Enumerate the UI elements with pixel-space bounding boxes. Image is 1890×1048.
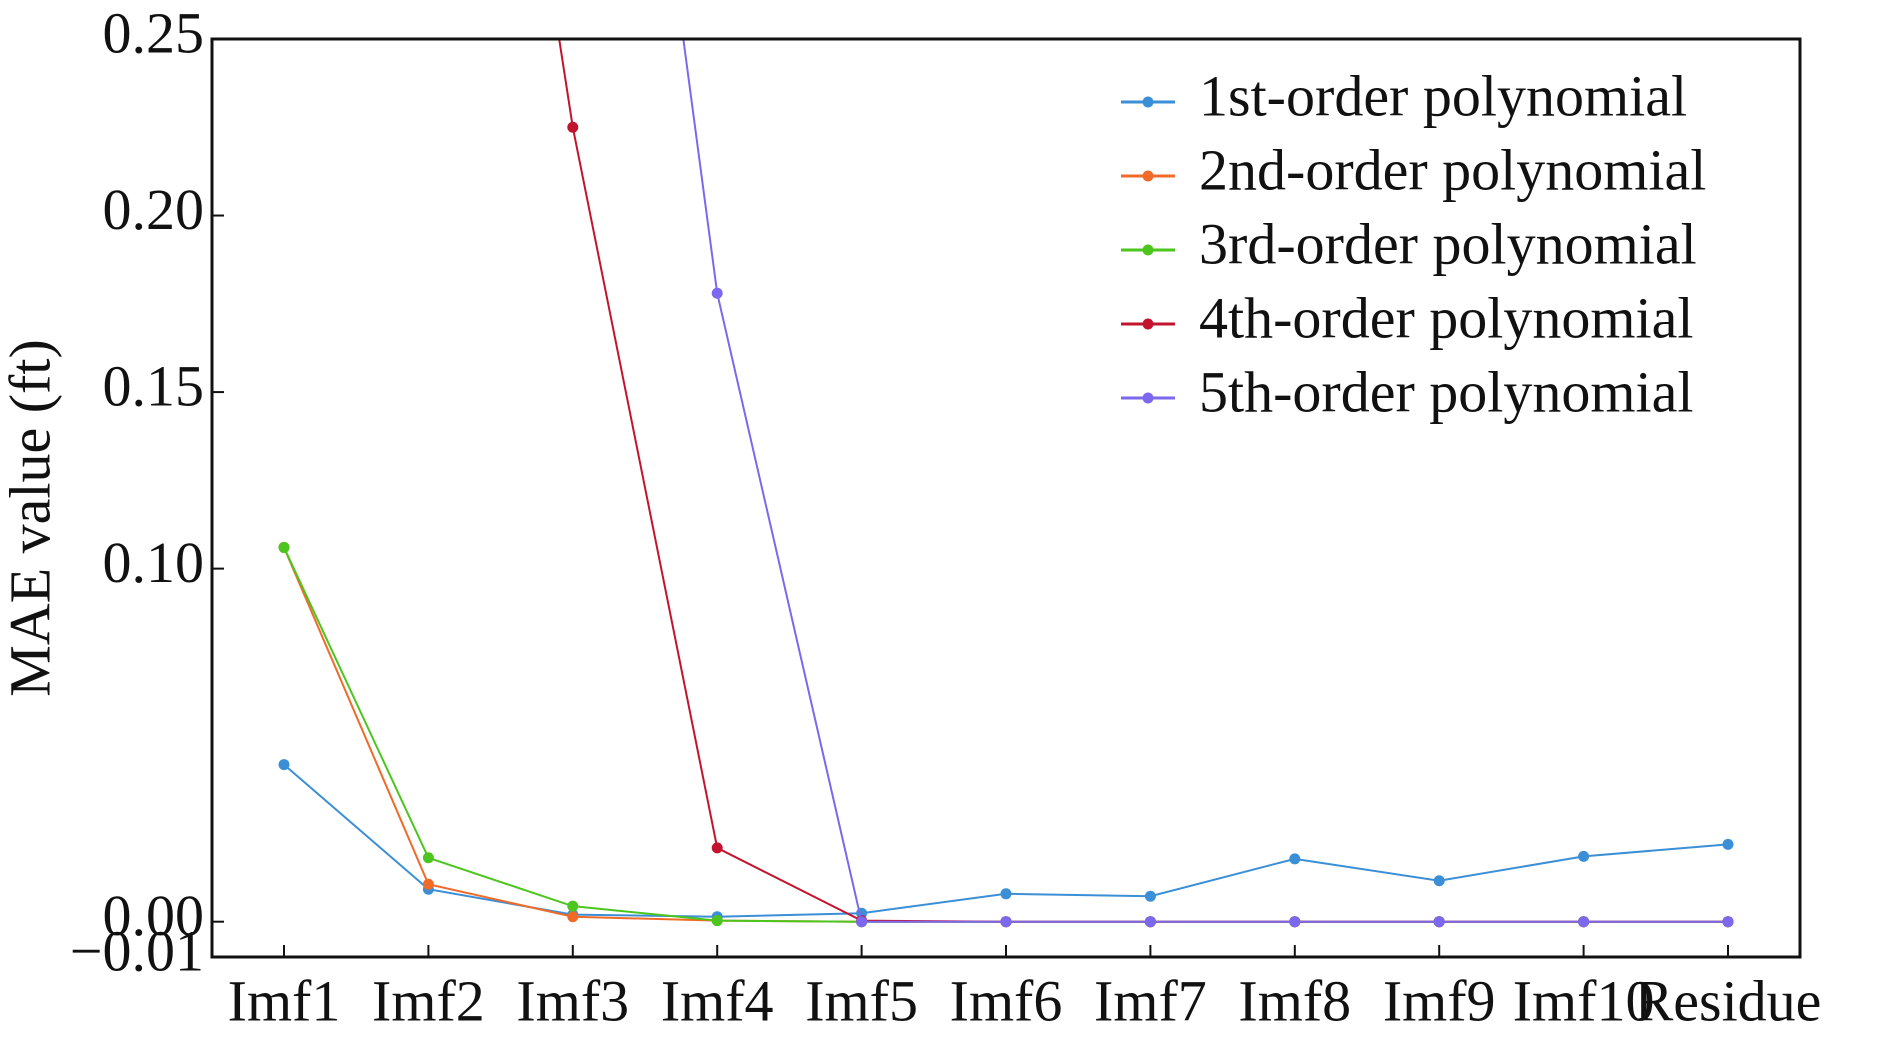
- x-tick-label: Imf7: [1094, 968, 1207, 1033]
- series-line: [283, 547, 1728, 923]
- plot-frame: [210, 37, 1802, 959]
- legend-marker: [1142, 96, 1154, 108]
- point: [711, 915, 723, 927]
- point: [422, 852, 434, 864]
- point: [278, 759, 290, 771]
- legend-label: 1st-order polynomial: [1199, 63, 1687, 128]
- point: [567, 900, 579, 912]
- x-tick-label: Imf4: [661, 968, 774, 1033]
- x-tick-label: Imf6: [950, 968, 1063, 1033]
- point: [1433, 875, 1445, 887]
- point: [422, 878, 434, 890]
- point: [1144, 916, 1156, 928]
- x-tick-label: Imf5: [805, 968, 918, 1033]
- point: [711, 842, 723, 854]
- point: [1289, 916, 1301, 928]
- series-line: [283, 547, 1728, 923]
- y-tick-label: −0.01: [70, 918, 204, 983]
- point: [567, 911, 579, 923]
- point: [1000, 916, 1012, 928]
- y-tick-label: 0.25: [103, 0, 205, 65]
- point: [1000, 888, 1012, 900]
- legend-marker: [1142, 170, 1154, 182]
- point: [1289, 853, 1301, 865]
- y-axis-label: MAE value (ft): [0, 339, 62, 697]
- x-tick-label: Imf10: [1513, 968, 1655, 1033]
- point: [1144, 890, 1156, 902]
- legend-label: 3rd-order polynomial: [1199, 211, 1697, 276]
- point: [1722, 916, 1734, 928]
- x-tick-label: Imf8: [1238, 968, 1351, 1033]
- point: [1578, 916, 1590, 928]
- point: [1722, 838, 1734, 850]
- y-tick-label: 0.00: [103, 883, 205, 948]
- legend-label: 4th-order polynomial: [1199, 285, 1694, 350]
- y-tick-label: 0.15: [103, 353, 205, 418]
- legend-label: 2nd-order polynomial: [1199, 137, 1706, 202]
- x-tick-label: Imf9: [1383, 968, 1496, 1033]
- point: [1578, 850, 1590, 862]
- x-tick-label: Imf1: [228, 968, 341, 1033]
- point: [856, 916, 868, 928]
- point: [278, 541, 290, 553]
- x-tick-label: Imf2: [372, 968, 485, 1033]
- legend-marker: [1142, 392, 1154, 404]
- y-tick-label: 0.10: [103, 530, 205, 595]
- x-tick-label: Residue: [1635, 968, 1822, 1033]
- point: [1433, 916, 1445, 928]
- legend-marker: [1142, 244, 1154, 256]
- x-tick-label: Imf3: [516, 968, 629, 1033]
- legend-marker: [1142, 318, 1154, 330]
- plot-area: [278, 39, 1734, 928]
- point: [711, 287, 723, 299]
- legend-label: 5th-order polynomial: [1199, 359, 1694, 424]
- y-tick-label: 0.20: [103, 177, 205, 242]
- point: [567, 121, 579, 133]
